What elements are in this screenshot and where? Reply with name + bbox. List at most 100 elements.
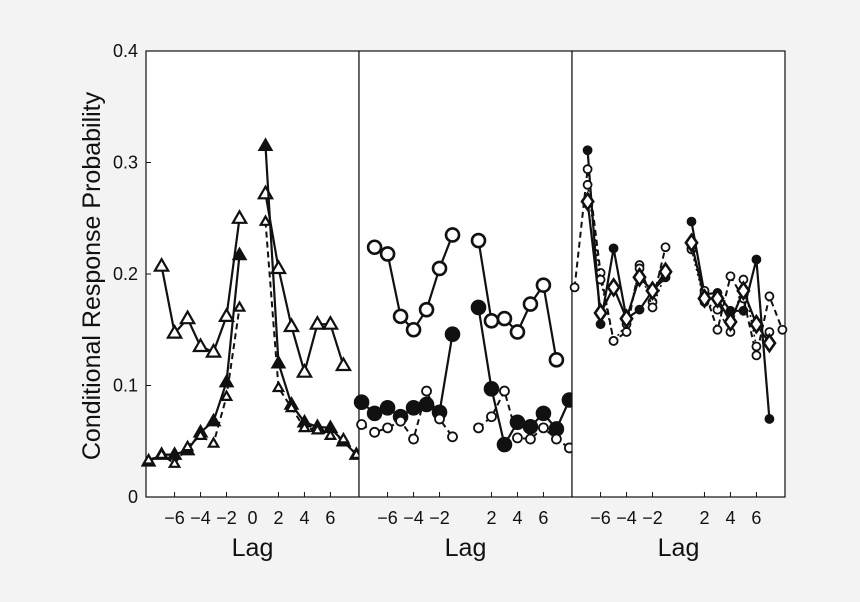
data-point bbox=[473, 422, 484, 434]
data-point bbox=[310, 422, 325, 435]
data-point bbox=[749, 313, 764, 335]
x-tick-label: 4 bbox=[299, 508, 309, 528]
data-point bbox=[684, 232, 699, 254]
x-tick-label: 0 bbox=[247, 508, 257, 528]
series-2 bbox=[569, 164, 788, 361]
data-point bbox=[193, 428, 208, 440]
x-tick-label: 2 bbox=[486, 508, 496, 528]
data-point bbox=[431, 260, 448, 277]
series-4 bbox=[580, 191, 777, 354]
data-point bbox=[308, 315, 327, 330]
data-point bbox=[660, 242, 671, 253]
data-point bbox=[621, 327, 632, 337]
data-point bbox=[444, 326, 461, 343]
data-point bbox=[178, 309, 197, 325]
data-point bbox=[608, 335, 619, 346]
data-point bbox=[723, 311, 738, 333]
data-point bbox=[353, 394, 370, 411]
series-line bbox=[148, 307, 241, 465]
data-point bbox=[751, 341, 762, 352]
data-point bbox=[382, 422, 393, 434]
data-point bbox=[282, 317, 300, 333]
data-point bbox=[535, 405, 552, 422]
data-point bbox=[395, 415, 406, 427]
data-point bbox=[522, 418, 539, 435]
data-point bbox=[777, 324, 788, 335]
panel-1: 0 0.1 0.2 0.3 0.4 −6 −4 −2 2 4 6 0 Lag bbox=[113, 41, 365, 562]
data-point bbox=[512, 432, 523, 444]
x-tick-label: −6 bbox=[590, 508, 611, 528]
data-point bbox=[483, 381, 500, 397]
x-tick-label: 4 bbox=[512, 508, 522, 528]
series-1 bbox=[152, 184, 353, 378]
data-point bbox=[405, 399, 422, 416]
data-point bbox=[634, 304, 645, 315]
data-point bbox=[405, 321, 422, 338]
y-tick-label: 0.1 bbox=[113, 376, 138, 396]
data-point bbox=[421, 385, 432, 397]
y-axis-title: Conditional Response Probability bbox=[78, 91, 106, 460]
x-tick-label: −2 bbox=[642, 508, 663, 528]
data-point bbox=[632, 267, 647, 288]
data-point bbox=[418, 301, 435, 318]
plot-frame bbox=[145, 50, 360, 498]
data-point bbox=[483, 313, 500, 329]
series-1 bbox=[366, 227, 565, 368]
data-point bbox=[686, 216, 697, 227]
x-tick-label: −2 bbox=[216, 508, 237, 528]
data-point bbox=[257, 137, 274, 152]
data-point bbox=[219, 389, 234, 401]
data-point bbox=[218, 307, 236, 322]
data-point bbox=[525, 433, 536, 445]
data-point bbox=[647, 302, 658, 313]
x-axis-title: Lag bbox=[658, 534, 700, 562]
x-tick-label: −6 bbox=[164, 508, 185, 528]
data-point bbox=[444, 227, 461, 243]
data-point bbox=[608, 243, 619, 254]
data-point bbox=[496, 310, 513, 327]
data-point bbox=[206, 436, 221, 448]
panel-2: −6 −4 −2 2 4 6 Lag bbox=[353, 50, 578, 562]
data-point bbox=[751, 254, 762, 265]
data-point bbox=[284, 400, 299, 413]
data-point bbox=[369, 426, 380, 438]
data-point bbox=[447, 431, 458, 443]
data-point bbox=[152, 257, 171, 272]
data-point bbox=[366, 405, 383, 422]
data-point bbox=[231, 246, 248, 261]
data-point bbox=[569, 282, 580, 293]
data-point bbox=[434, 413, 445, 425]
data-point bbox=[366, 239, 383, 256]
y-tick-label: 0.3 bbox=[113, 153, 138, 173]
data-point bbox=[764, 291, 775, 302]
data-point bbox=[356, 419, 367, 430]
data-point bbox=[710, 288, 725, 309]
plot-frame bbox=[571, 50, 786, 498]
x-axis-title: Lag bbox=[445, 534, 487, 562]
data-point bbox=[697, 288, 712, 309]
x-axis-title: Lag bbox=[232, 534, 274, 562]
x-tick-label: 2 bbox=[699, 508, 709, 528]
data-point bbox=[762, 332, 777, 354]
data-point bbox=[619, 308, 634, 329]
data-point bbox=[712, 324, 723, 335]
x-tick-label: 2 bbox=[273, 508, 283, 528]
data-point bbox=[336, 431, 351, 444]
x-tick-label: −4 bbox=[403, 508, 424, 528]
y-tick-label: 0 bbox=[128, 487, 138, 507]
data-point bbox=[582, 164, 593, 175]
data-point bbox=[379, 246, 396, 262]
data-point bbox=[725, 271, 736, 282]
data-point bbox=[271, 380, 286, 393]
data-point bbox=[470, 299, 487, 316]
data-point bbox=[269, 259, 287, 275]
data-point bbox=[180, 439, 195, 452]
data-point bbox=[764, 414, 775, 424]
data-point bbox=[538, 422, 549, 434]
x-tick-label: −4 bbox=[190, 508, 211, 528]
data-point bbox=[582, 145, 593, 156]
y-tick-label: 0.4 bbox=[113, 41, 138, 61]
data-point bbox=[258, 214, 273, 226]
